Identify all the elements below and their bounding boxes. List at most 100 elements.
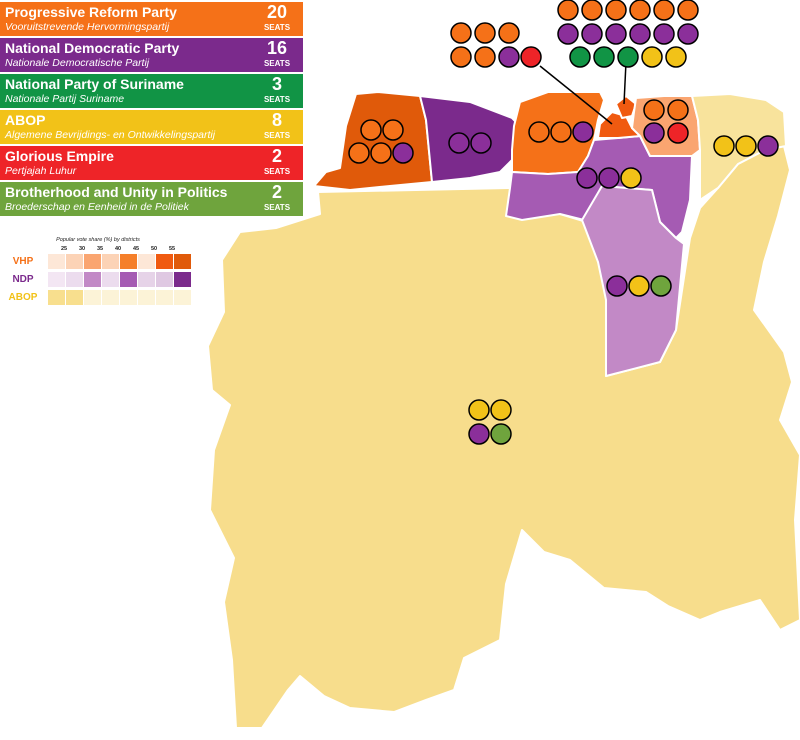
legend-shade-cell (48, 272, 65, 287)
seat-dot (620, 167, 642, 189)
party-seats-label: SEATS (263, 23, 291, 32)
party-seats-label: SEATS (263, 203, 291, 212)
seat-dot (370, 142, 392, 164)
party-seat-count: 16 (266, 38, 288, 58)
party-native-name: Broederschap en Eenheid in de Politiek (5, 201, 189, 213)
legend-tick-label: 50 (150, 246, 158, 252)
seat-dots (348, 0, 779, 445)
party-box: Brotherhood and Unity in Politics Broeder… (0, 182, 303, 216)
legend-shade-cell (84, 290, 101, 305)
party-name: Progressive Reform Party (5, 4, 177, 20)
seat-dot (557, 23, 579, 45)
seat-dot (450, 22, 472, 44)
legend-tick-label: 55 (168, 246, 176, 252)
seat-dot (665, 46, 687, 68)
party-native-name: Nationale Democratische Partij (5, 57, 150, 69)
seat-dot (392, 142, 414, 164)
legend-shade-cell (156, 272, 173, 287)
seat-dot (713, 135, 735, 157)
party-seat-count: 20 (266, 2, 288, 22)
district-para[interactable] (505, 135, 693, 239)
seat-dot (605, 23, 627, 45)
seat-dot (677, 0, 699, 21)
seat-dot (735, 135, 757, 157)
party-name: National Party of Suriname (5, 76, 184, 92)
legend-shade-cell (48, 290, 65, 305)
seat-dot (569, 46, 591, 68)
legend-shade-cell (174, 290, 191, 305)
party-seat-count: 2 (271, 182, 282, 202)
seat-dot (550, 121, 572, 143)
legend-shade-cell (102, 254, 119, 269)
seat-dot (629, 0, 651, 21)
party-box: ABOP Algemene Bevrijdings- en Ontwikkelin… (0, 110, 303, 144)
legend-tick-label: 25 (60, 246, 68, 252)
legend-shade-cell (138, 272, 155, 287)
party-native-name: Vooruitstrevende Hervormingspartij (5, 21, 170, 33)
district-nickerie[interactable] (313, 91, 433, 191)
legend-row-label: ABOP (8, 292, 38, 303)
vote-share-legend-title: Popular vote share (%) by districts (56, 237, 140, 243)
seat-dot (470, 132, 492, 154)
legend-shade-cell (48, 254, 65, 269)
party-box: National Party of Suriname Nationale Part… (0, 74, 303, 108)
seat-dot (628, 275, 650, 297)
party-seat-count: 8 (271, 110, 282, 130)
seat-dot (667, 99, 689, 121)
seat-dot (643, 122, 665, 144)
legend-shade-cell (84, 254, 101, 269)
legend-row-label: NDP (12, 274, 34, 285)
party-native-name: Nationale Partij Suriname (5, 93, 125, 105)
party-seat-count: 2 (271, 146, 282, 166)
seat-dot (498, 46, 520, 68)
party-seats-label: SEATS (263, 95, 291, 104)
paramaribo-callout-line (623, 61, 627, 105)
seat-dot (757, 135, 779, 157)
seat-dot (360, 119, 382, 141)
legend-shade-cell (120, 254, 137, 269)
seat-dot (498, 22, 520, 44)
seat-dot (653, 23, 675, 45)
legend-shade-cell (138, 290, 155, 305)
seat-dot (629, 23, 651, 45)
seat-dot (450, 46, 472, 68)
party-box: National Democratic Party Nationale Democ… (0, 38, 303, 72)
seat-dot (593, 46, 615, 68)
legend-shade-cell (66, 290, 83, 305)
party-native-name: Algemene Bevrijdings- en Ontwikkelingspa… (5, 129, 216, 141)
legend-shade-cell (102, 272, 119, 287)
seat-dot (641, 46, 663, 68)
party-box: Glorious Empire Pertjajah Luhur 2 SEATS (0, 146, 303, 180)
party-box: Progressive Reform Party Vooruitstrevende… (0, 2, 303, 36)
seat-dot (605, 0, 627, 21)
seat-dot (667, 122, 689, 144)
seat-dot (643, 99, 665, 121)
seat-dot (677, 23, 699, 45)
legend-tick-label: 40 (114, 246, 122, 252)
seat-dot (490, 423, 512, 445)
party-name: Brotherhood and Unity in Politics (5, 184, 228, 200)
seat-dot (650, 275, 672, 297)
legend-tick-label: 35 (96, 246, 104, 252)
seat-dot (474, 46, 496, 68)
seat-dot (448, 132, 470, 154)
legend-shade-cell (66, 272, 83, 287)
legend-shade-cell (120, 290, 137, 305)
seat-dot (606, 275, 628, 297)
legend-shade-cell (156, 254, 173, 269)
legend-shade-cell (174, 254, 191, 269)
seat-dot (468, 399, 490, 421)
legend-tick-label: 45 (132, 246, 140, 252)
party-name: Glorious Empire (5, 148, 114, 164)
legend-tick-label: 30 (78, 246, 86, 252)
legend-shade-cell (174, 272, 191, 287)
seat-dot (557, 0, 579, 21)
seat-dot (617, 46, 639, 68)
seat-dot (520, 46, 542, 68)
party-seats-label: SEATS (263, 167, 291, 176)
seat-dot (598, 167, 620, 189)
legend-row-label: VHP (12, 256, 34, 267)
legend-shade-cell (138, 254, 155, 269)
district-coronie[interactable] (419, 95, 521, 183)
